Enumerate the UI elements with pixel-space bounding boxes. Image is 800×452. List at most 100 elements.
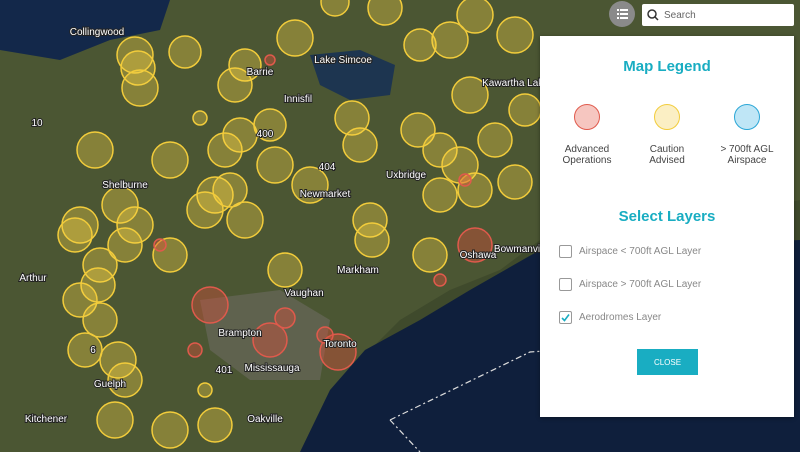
advanced-circle [252, 322, 288, 358]
legend-swatch [574, 104, 600, 130]
search-icon [647, 9, 659, 21]
layer-label: Airspace > 700ft AGL Layer [579, 279, 702, 290]
map-label: Toronto [323, 339, 357, 350]
map-label: 404 [319, 162, 336, 173]
map-label: Oshawa [460, 250, 497, 261]
caution-circle [291, 166, 329, 204]
caution-circle [477, 122, 513, 158]
caution-circle [197, 407, 233, 443]
check-mark [561, 314, 570, 322]
caution-circle [422, 132, 458, 168]
caution-circle [267, 252, 303, 288]
caution-circle [451, 76, 489, 114]
advanced-circle [457, 227, 493, 263]
caution-circle [320, 0, 350, 17]
legend-title: Map Legend [623, 58, 711, 75]
advanced-circle [319, 333, 357, 371]
advanced-circle [187, 342, 203, 358]
advanced-circle [316, 326, 334, 344]
advanced-circle [458, 173, 472, 187]
map-label: 401 [216, 365, 233, 376]
caution-circle [228, 48, 262, 82]
map-label: Shelburne [102, 180, 148, 191]
caution-circle [508, 93, 542, 127]
close-button[interactable]: CLOSE [637, 349, 698, 375]
search-box[interactable]: Search [642, 4, 794, 26]
map-label: Uxbridge [386, 170, 426, 181]
checkbox[interactable] [559, 245, 572, 258]
caution-circle [82, 302, 118, 338]
caution-circle [151, 411, 189, 449]
legend-label: Caution [649, 144, 685, 155]
caution-circle [334, 100, 370, 136]
caution-circle [67, 332, 103, 368]
advanced-circle [264, 54, 276, 66]
map-label: 400 [257, 129, 274, 140]
caution-circle [101, 186, 139, 224]
map-label: Oakville [247, 414, 283, 425]
legend-label: > 700ft AGL [720, 144, 774, 155]
checkbox[interactable] [559, 278, 572, 291]
map-label: Innisfil [284, 94, 312, 105]
advanced-circle [153, 238, 167, 252]
map-label: Kitchener [25, 414, 68, 425]
layer-label: Aerodromes Layer [579, 312, 662, 323]
caution-circle [354, 222, 390, 258]
caution-circle [253, 108, 287, 142]
caution-circle [403, 28, 437, 62]
map-label: Bowmanville [494, 244, 551, 255]
map-label: Collingwood [70, 27, 124, 38]
caution-circle [226, 201, 264, 239]
advanced-circle [274, 307, 296, 329]
map-label: Kawartha Lakes [482, 78, 554, 89]
caution-circle [96, 401, 134, 439]
caution-circle [192, 110, 208, 126]
caution-circle [80, 267, 116, 303]
layer-option[interactable]: Aerodromes Layer [559, 311, 661, 324]
map-label: 6 [90, 345, 96, 356]
caution-circle [168, 35, 202, 69]
caution-circle [212, 172, 248, 208]
advanced-circle [191, 286, 229, 324]
caution-circle [107, 362, 143, 398]
map-label: Markham [337, 265, 379, 276]
legend-panel: Map Legend Advanced Operations Caution Advi… [540, 36, 794, 417]
menu-button[interactable] [609, 1, 635, 27]
caution-circle [99, 341, 137, 379]
map-label: 10 [31, 118, 43, 129]
caution-circle [497, 164, 533, 200]
caution-circle [76, 131, 114, 169]
legend-item: Advanced Operations [547, 104, 627, 166]
legend-swatch [734, 104, 760, 130]
caution-circle [456, 0, 494, 34]
caution-circle [116, 206, 154, 244]
search-placeholder: Search [664, 9, 696, 21]
layer-option[interactable]: Airspace < 700ft AGL Layer [559, 245, 701, 258]
caution-circle [57, 217, 93, 253]
layers-title: Select Layers [618, 208, 716, 225]
map-label: Guelph [94, 379, 126, 390]
legend-label: Operations [562, 155, 612, 166]
checkbox[interactable] [559, 311, 572, 324]
caution-circle [151, 141, 189, 179]
legend-label: Advanced [564, 144, 610, 155]
map-label: Lake Simcoe [314, 55, 372, 66]
map-label: Vaughan [284, 288, 323, 299]
legend-item: Caution Advised [627, 104, 707, 166]
map-label: Brampton [218, 328, 261, 339]
legend-item: > 700ft AGL Airspace [707, 104, 787, 166]
caution-circle [107, 227, 143, 263]
caution-circle [457, 172, 493, 208]
caution-circle [152, 237, 188, 273]
layer-option[interactable]: Airspace > 700ft AGL Layer [559, 278, 701, 291]
menu-icon [617, 9, 628, 19]
caution-circle [116, 36, 154, 74]
caution-circle [496, 16, 534, 54]
legend-label: Airspace [727, 155, 767, 166]
caution-circle [422, 177, 458, 213]
caution-circle [367, 0, 403, 26]
map-label: Newmarket [300, 189, 351, 200]
map-label: Arthur [19, 273, 47, 284]
caution-circle [217, 67, 253, 103]
